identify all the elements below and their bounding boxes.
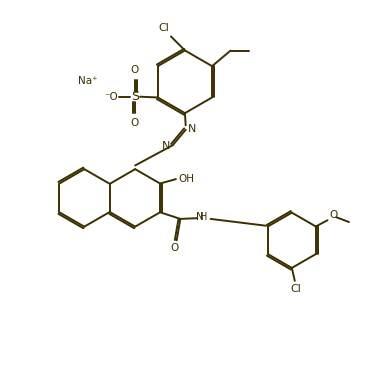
Text: O: O [329, 211, 337, 221]
Text: S: S [131, 90, 139, 103]
Text: N: N [162, 141, 171, 151]
Text: OH: OH [178, 174, 194, 184]
Text: O: O [131, 65, 139, 75]
Text: O: O [171, 243, 179, 253]
Text: H: H [200, 212, 208, 222]
Text: ⁻O: ⁻O [105, 92, 118, 102]
Text: N: N [188, 124, 196, 134]
Text: N: N [196, 212, 203, 222]
Text: Na⁺: Na⁺ [78, 76, 98, 86]
Text: Cl: Cl [159, 23, 170, 33]
Text: Cl: Cl [291, 284, 302, 294]
Text: O: O [131, 118, 139, 128]
